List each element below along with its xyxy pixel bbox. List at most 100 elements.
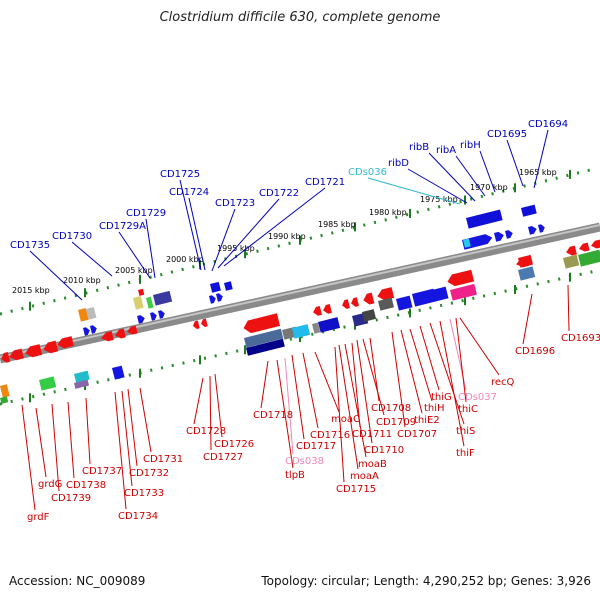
reverse-gene-label[interactable]: CD1727 — [203, 452, 243, 463]
forward-gene-label[interactable]: ribH — [460, 140, 481, 151]
reverse-gene-arrow[interactable] — [350, 297, 359, 307]
reverse-gene-label[interactable]: CD1715 — [336, 484, 376, 495]
reverse-gene-label[interactable]: tlpB — [285, 470, 305, 481]
forward-gene-arrow[interactable] — [83, 327, 91, 336]
forward-gene-arrow[interactable] — [505, 229, 514, 239]
forward-gene-label[interactable]: ribD — [388, 158, 409, 169]
reverse-gene-arrow[interactable] — [446, 269, 475, 288]
reverse-gene-label[interactable]: CD1696 — [515, 346, 555, 357]
reverse-gene-arrow[interactable] — [376, 287, 395, 302]
reverse-gene-label[interactable]: CD1716 — [310, 430, 350, 441]
feature-box[interactable] — [396, 295, 413, 311]
feature-box[interactable] — [0, 384, 10, 398]
feature-box[interactable] — [412, 288, 437, 307]
feature-box[interactable] — [318, 317, 341, 333]
feature-box[interactable] — [0, 396, 9, 404]
reverse-gene-arrow[interactable] — [100, 331, 114, 343]
reverse-gene-arrow[interactable] — [0, 352, 11, 364]
feature-box[interactable] — [518, 266, 536, 281]
forward-gene-label[interactable]: CD1730 — [52, 231, 92, 242]
reverse-gene-label[interactable]: CD1738 — [66, 480, 106, 491]
reverse-gene-arrow[interactable] — [578, 242, 590, 253]
reverse-gene-label[interactable]: CD1708 — [371, 403, 411, 414]
forward-gene-label[interactable]: CD1729 — [126, 208, 166, 219]
feature-box[interactable] — [246, 338, 285, 356]
feature-box[interactable] — [152, 290, 173, 306]
feature-box[interactable] — [465, 209, 503, 229]
reverse-gene-arrow[interactable] — [8, 348, 25, 362]
reverse-gene-label[interactable]: CD1728 — [186, 426, 226, 437]
reverse-gene-arrow[interactable] — [312, 306, 322, 317]
reverse-gene-label[interactable]: CD1709 — [376, 417, 416, 428]
feature-box[interactable] — [578, 249, 600, 267]
reverse-gene-arrow[interactable] — [192, 320, 200, 330]
reverse-gene-arrow[interactable] — [322, 304, 332, 315]
reverse-gene-label[interactable]: CD1739 — [51, 493, 91, 504]
forward-gene-label[interactable]: CD1729A — [99, 221, 146, 232]
reverse-gene-label[interactable]: thiS — [456, 426, 475, 437]
reverse-gene-label[interactable]: CD1726 — [214, 439, 254, 450]
reverse-gene-label[interactable]: grdG — [38, 479, 62, 490]
reverse-gene-label[interactable]: CD1733 — [124, 488, 164, 499]
forward-gene-arrow[interactable] — [137, 314, 146, 324]
feature-box[interactable] — [463, 238, 471, 248]
feature-box[interactable] — [311, 322, 321, 334]
feature-box[interactable] — [292, 324, 311, 339]
forward-gene-label[interactable]: CD1695 — [487, 129, 527, 140]
forward-gene-label[interactable]: CD1725 — [160, 169, 200, 180]
reverse-gene-label[interactable]: CD1737 — [82, 466, 122, 477]
forward-gene-label[interactable]: CD1724 — [169, 187, 209, 198]
reverse-gene-label[interactable]: CD1707 — [397, 429, 437, 440]
reverse-gene-label[interactable]: recQ — [491, 377, 515, 388]
reverse-gene-label[interactable]: CD1732 — [129, 468, 169, 479]
feature-box[interactable] — [85, 307, 97, 320]
forward-gene-arrow[interactable] — [538, 224, 546, 233]
reverse-gene-arrow[interactable] — [362, 292, 375, 306]
reverse-gene-label[interactable]: CDs038 — [285, 456, 324, 467]
feature-box[interactable] — [563, 254, 580, 269]
feature-box[interactable] — [78, 308, 89, 322]
reverse-gene-label[interactable]: thiE2 — [414, 415, 440, 426]
forward-gene-label[interactable]: ribB — [409, 142, 429, 153]
forward-gene-arrow[interactable] — [158, 310, 166, 319]
forward-gene-label[interactable]: CD1721 — [305, 177, 345, 188]
forward-gene-arrow[interactable] — [528, 225, 538, 235]
reverse-gene-arrow[interactable] — [126, 325, 138, 336]
feature-box[interactable] — [133, 296, 144, 310]
reverse-gene-label[interactable]: thiF — [456, 448, 475, 459]
reverse-gene-arrow[interactable] — [242, 313, 281, 334]
forward-gene-label[interactable]: CD1694 — [528, 119, 568, 130]
feature-box[interactable] — [73, 379, 90, 389]
feature-box[interactable] — [74, 370, 90, 383]
reverse-gene-label[interactable]: CD1710 — [364, 445, 404, 456]
forward-gene-label[interactable]: CD1722 — [259, 188, 299, 199]
forward-gene-label[interactable]: ribA — [436, 145, 456, 156]
forward-gene-arrow[interactable] — [216, 293, 224, 302]
feature-box[interactable] — [210, 281, 221, 293]
forward-gene-arrow[interactable] — [90, 325, 98, 334]
reverse-gene-label[interactable]: CD1693 — [561, 333, 600, 344]
reverse-gene-arrow[interactable] — [341, 299, 350, 309]
feature-box[interactable] — [146, 296, 154, 309]
reverse-gene-label[interactable]: thiC — [458, 404, 478, 415]
reverse-gene-arrow[interactable] — [56, 336, 74, 350]
reverse-gene-arrow[interactable] — [590, 239, 600, 250]
forward-gene-label[interactable]: CD1735 — [10, 240, 50, 251]
feature-box[interactable] — [517, 254, 534, 268]
forward-gene-label[interactable]: CD1723 — [215, 198, 255, 209]
feature-box[interactable] — [223, 281, 233, 291]
feature-box[interactable] — [362, 309, 377, 322]
reverse-gene-arrow[interactable] — [114, 328, 126, 340]
reverse-gene-label[interactable]: CDs037 — [458, 392, 497, 403]
reverse-gene-arrow[interactable] — [42, 340, 59, 355]
reverse-gene-label[interactable]: CD1734 — [118, 511, 158, 522]
reverse-gene-arrow[interactable] — [200, 318, 208, 328]
reverse-gene-label[interactable]: moaC — [331, 414, 360, 425]
forward-gene-label[interactable]: CDs036 — [348, 167, 387, 178]
forward-gene-arrow[interactable] — [494, 231, 505, 242]
reverse-gene-label[interactable]: grdF — [27, 512, 50, 523]
reverse-gene-label[interactable]: CD1711 — [352, 429, 392, 440]
feature-box[interactable] — [521, 204, 537, 217]
feature-box[interactable] — [450, 283, 477, 301]
